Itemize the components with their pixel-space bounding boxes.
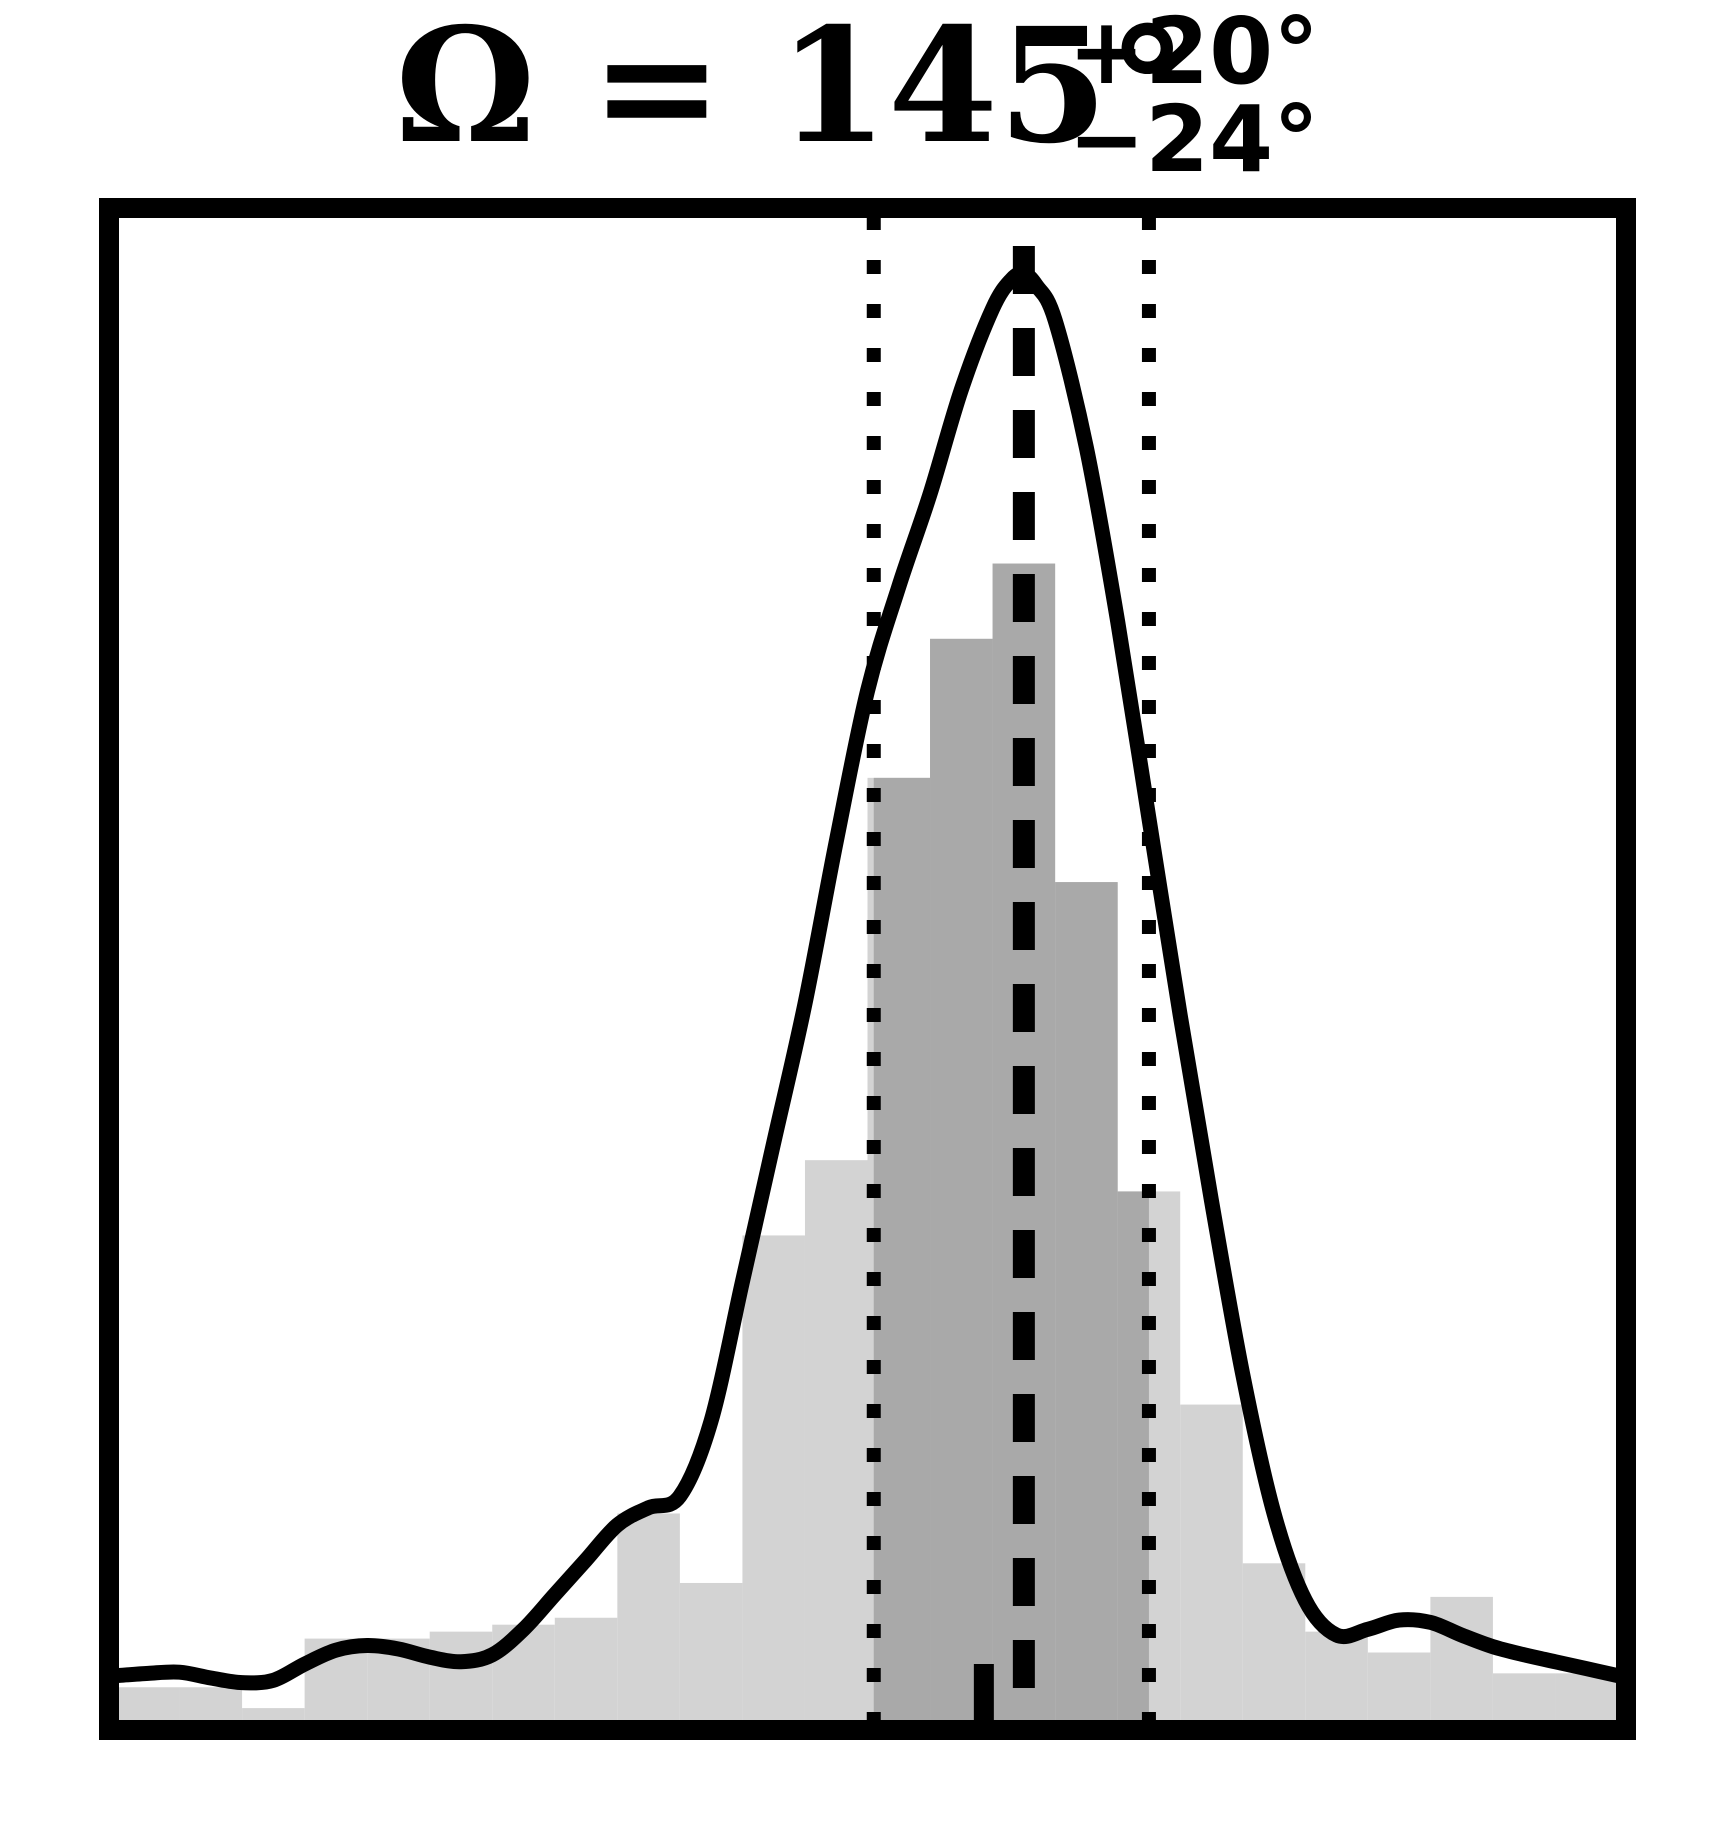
- plot-frame: [99, 198, 1636, 1740]
- histogram-bar-7: [554, 1617, 618, 1722]
- histogram-bar-5: [429, 1631, 493, 1722]
- histogram-bar-0: [117, 1687, 180, 1722]
- histogram-bar-21: [1430, 1596, 1493, 1722]
- histogram-bar-11: [804, 1160, 868, 1722]
- density-curve-group: [116, 266, 1620, 1691]
- histogram-bar-shaded-12: [873, 777, 931, 1722]
- density-curve: [116, 266, 1620, 1691]
- histogram-bar-22: [1492, 1673, 1556, 1722]
- title-lower-error: −24°: [1068, 86, 1320, 193]
- histogram-bar-9: [679, 1582, 743, 1722]
- histogram-bar-17: [1180, 1404, 1243, 1722]
- histogram-bar-shaded-13: [930, 638, 993, 1723]
- histogram-bar-23: [1555, 1673, 1618, 1722]
- histogram-bar-2: [242, 1708, 305, 1722]
- histogram-bars-shaded: [873, 563, 1149, 1723]
- histogram-bar-10: [742, 1235, 805, 1722]
- histogram-bar-shaded-14: [992, 563, 1056, 1722]
- reference-lines: [866, 216, 1156, 1722]
- histogram-bar-shaded-15: [1055, 882, 1118, 1722]
- histogram-bar-8: [617, 1513, 680, 1722]
- histogram-bar-1: [179, 1687, 243, 1722]
- histogram-bar-19: [1305, 1631, 1368, 1722]
- title-upper-error: +20°: [1068, 0, 1320, 105]
- chart-title: Ω = 145° +20° −24°: [0, 0, 1729, 200]
- title-main: Ω = 145°: [395, 0, 1187, 179]
- histogram-bar-20: [1367, 1652, 1431, 1722]
